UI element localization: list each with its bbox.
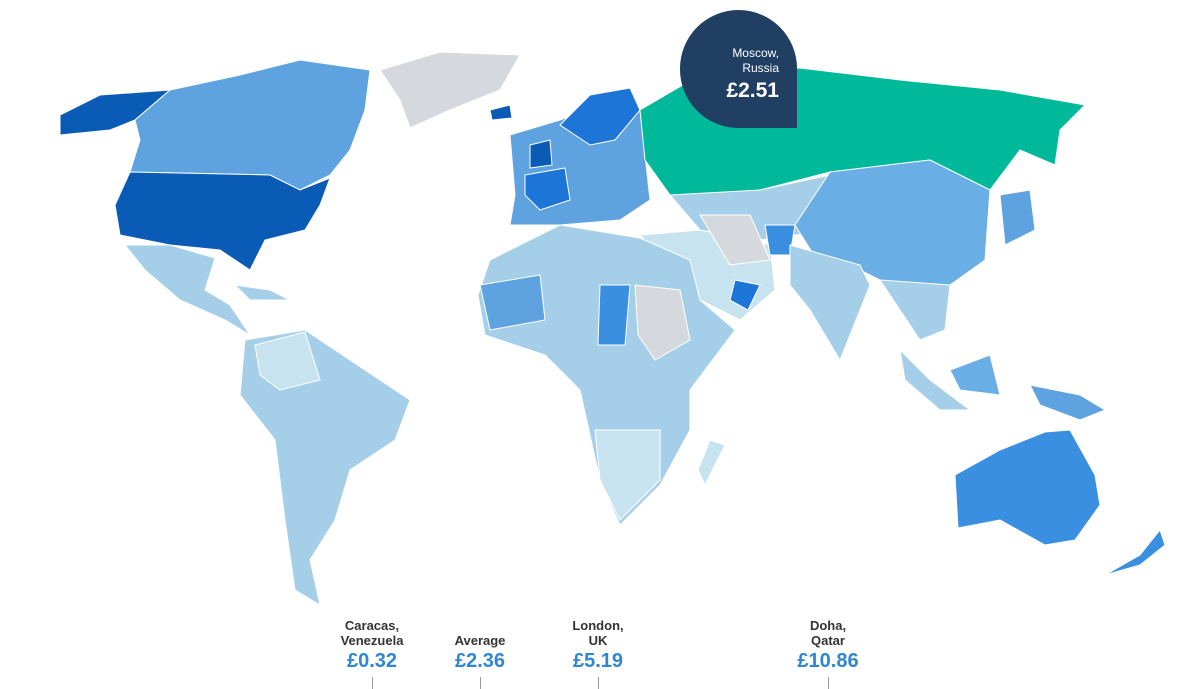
- tooltip-place: Moscow, Russia: [732, 46, 779, 75]
- country: [594, 429, 661, 521]
- country: [879, 279, 951, 341]
- scale-entry: Doha, Qatar £10.86: [768, 618, 888, 689]
- scale-entry: London, UK £5.19: [538, 618, 658, 689]
- scale-price: £10.86: [797, 650, 859, 672]
- country: [524, 167, 571, 211]
- country: [597, 284, 631, 346]
- scale-tick: [597, 677, 599, 689]
- tooltip: Moscow, Russia £2.51: [680, 10, 797, 128]
- country: [479, 274, 546, 331]
- country: [529, 139, 553, 169]
- country: [634, 284, 691, 361]
- country: [233, 284, 291, 301]
- scale-place: London, UK: [572, 618, 624, 648]
- scale-tick: [371, 677, 373, 689]
- country: [954, 429, 1101, 546]
- country: [899, 348, 972, 411]
- country: [729, 279, 761, 311]
- country: [114, 171, 331, 271]
- scale-price: £0.32: [346, 650, 398, 672]
- country: [789, 244, 871, 362]
- country: [379, 51, 521, 129]
- scale-price: £5.19: [572, 650, 624, 672]
- scale-tick: [827, 677, 829, 689]
- scale-place: Caracas, Venezuela: [340, 618, 404, 648]
- country: [489, 104, 513, 121]
- country: [949, 354, 1001, 396]
- country: [239, 329, 411, 607]
- country: [1029, 384, 1107, 421]
- country: [129, 59, 371, 191]
- country: [559, 87, 641, 146]
- scale-entry: Average £2.36: [420, 618, 540, 689]
- country: [1104, 528, 1166, 576]
- country: [999, 189, 1036, 246]
- scale-place: Doha, Qatar: [809, 618, 847, 648]
- tooltip-price: £2.51: [726, 79, 779, 102]
- country: [123, 244, 251, 336]
- country: [699, 214, 771, 266]
- scale-tick: [479, 677, 481, 689]
- scale-place: Average: [454, 633, 506, 648]
- country: [697, 439, 726, 487]
- country: [254, 331, 321, 391]
- scale-price: £2.36: [454, 650, 506, 672]
- scale-entry: Caracas, Venezuela £0.32: [312, 618, 432, 689]
